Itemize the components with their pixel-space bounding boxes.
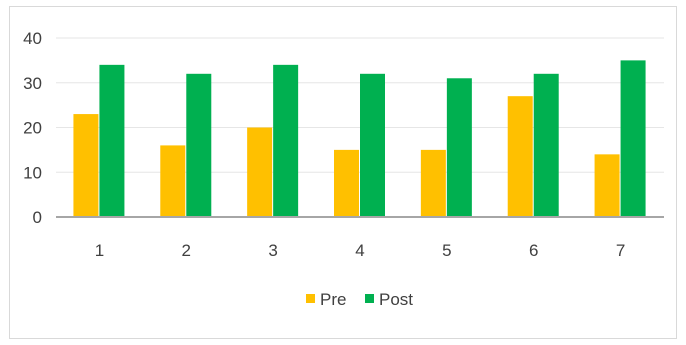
x-axis-ticks: 1 2 3 4 5 6 7 bbox=[95, 241, 626, 260]
bar-pre-4 bbox=[334, 149, 359, 217]
x-tick-label: 3 bbox=[268, 241, 277, 260]
x-tick-label: 2 bbox=[182, 241, 191, 260]
y-tick-label: 30 bbox=[23, 74, 42, 93]
bar-post-4 bbox=[360, 73, 385, 217]
bar-pre-2 bbox=[160, 145, 186, 217]
bar-post-5 bbox=[446, 78, 472, 218]
bar-pre-5 bbox=[420, 149, 446, 217]
y-tick-label: 10 bbox=[23, 163, 42, 182]
bar-pre-3 bbox=[247, 127, 273, 217]
legend-swatch-pre bbox=[306, 294, 315, 303]
x-tick-label: 5 bbox=[442, 241, 451, 260]
bar-post-2 bbox=[186, 73, 212, 217]
y-tick-label: 0 bbox=[33, 208, 42, 227]
legend-swatch-post bbox=[365, 294, 374, 303]
bar-pre-7 bbox=[594, 154, 620, 217]
legend-label-post: Post bbox=[379, 290, 413, 309]
x-tick-label: 4 bbox=[355, 241, 364, 260]
bar-pre-6 bbox=[507, 96, 533, 217]
bar-post-6 bbox=[533, 73, 559, 217]
bars bbox=[73, 60, 646, 218]
bar-post-7 bbox=[620, 60, 646, 217]
x-tick-label: 1 bbox=[95, 241, 104, 260]
legend-label-pre: Pre bbox=[320, 290, 346, 309]
bar-post-3 bbox=[273, 64, 299, 217]
y-tick-label: 40 bbox=[23, 29, 42, 48]
y-tick-label: 20 bbox=[23, 119, 42, 138]
y-axis-ticks: 0 10 20 30 40 bbox=[23, 29, 42, 227]
x-tick-label: 6 bbox=[529, 241, 538, 260]
bar-post-1 bbox=[99, 64, 125, 217]
x-tick-label: 7 bbox=[616, 241, 625, 260]
bar-pre-1 bbox=[73, 114, 99, 217]
legend: Pre Post bbox=[306, 290, 413, 309]
